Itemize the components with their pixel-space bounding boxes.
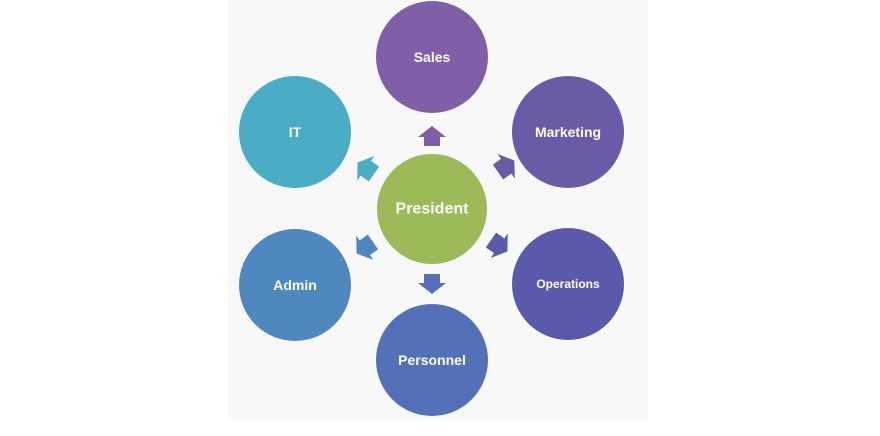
node-personnel-label: Personnel [398, 352, 466, 368]
node-admin-label: Admin [273, 277, 317, 293]
arrow-to-sales [418, 126, 446, 146]
node-sales: Sales [376, 1, 488, 113]
arrow-to-personnel [418, 274, 446, 294]
node-admin: Admin [239, 229, 351, 341]
node-operations-label: Operations [536, 277, 600, 291]
arrow-to-marketing [492, 153, 515, 180]
node-sales-label: Sales [414, 49, 451, 65]
node-operations: Operations [512, 228, 624, 340]
arrow-to-it [357, 155, 380, 182]
node-president-label: President [396, 201, 470, 218]
node-personnel: Personnel [376, 304, 488, 416]
arrow-to-admin [356, 234, 379, 261]
node-marketing-label: Marketing [535, 124, 601, 140]
node-it: IT [239, 76, 351, 188]
node-president: President [377, 154, 487, 264]
arrow-to-operations [485, 232, 508, 259]
node-it-label: IT [289, 124, 302, 140]
node-marketing: Marketing [512, 76, 624, 188]
